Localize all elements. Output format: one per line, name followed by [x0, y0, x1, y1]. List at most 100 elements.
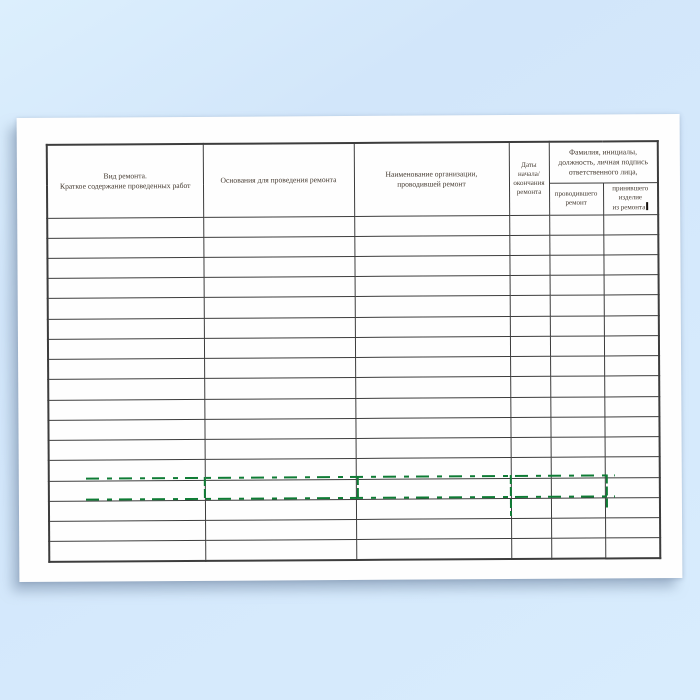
document-page: Вид ремонта. Краткое содержание проведен… [16, 113, 683, 583]
table-cell [550, 497, 606, 519]
table-cell [355, 417, 511, 439]
table-cell [603, 234, 659, 255]
table-cell [204, 377, 356, 399]
table-row [49, 537, 661, 562]
table-cell [510, 457, 551, 479]
table-cell [510, 498, 552, 519]
table-cell [510, 396, 551, 418]
table-cell [47, 338, 205, 360]
table-cell [203, 215, 355, 238]
table-cell [604, 477, 660, 498]
header-line: Фамилия, инициалы, [569, 147, 638, 158]
header-line: из ремонта [606, 202, 656, 212]
table-cell [511, 518, 552, 539]
header-line: начала/ [518, 169, 540, 178]
header-line: ремонт [565, 198, 587, 207]
header-line: окончания [513, 178, 545, 187]
table-cell [354, 215, 510, 237]
table-cell [354, 275, 510, 297]
table-cell [550, 477, 605, 499]
table-cell [550, 356, 605, 377]
header-line: Даты [521, 161, 537, 170]
table-cell [48, 479, 205, 502]
table-cell [47, 277, 204, 299]
table-cell [204, 438, 356, 460]
table-cell [509, 336, 551, 357]
table-cell [355, 397, 511, 419]
table-cell [49, 520, 206, 542]
table-cell [550, 457, 605, 478]
table-cell [47, 318, 204, 340]
table-header: Вид ремонта. Краткое содержание проведен… [46, 141, 659, 218]
header-dates: Даты начала/ окончания ремонта [508, 141, 550, 216]
table-cell [549, 254, 604, 276]
table-cell [549, 275, 604, 296]
table-cell [509, 315, 550, 337]
table-cell [356, 518, 512, 540]
header-organization: Наименование организации, проводившей ре… [353, 142, 510, 216]
table-cell [47, 257, 204, 279]
header-line: Основания для проведения ремонта [220, 175, 337, 185]
table-cell [603, 315, 659, 336]
table-cell [603, 274, 659, 296]
table-cell [49, 540, 206, 562]
table-cell [205, 519, 357, 541]
table-cell [204, 357, 356, 379]
table-cell [605, 537, 661, 559]
header-line: должность, личная подпись [558, 157, 648, 167]
table-cell [203, 276, 355, 298]
table-cell [604, 355, 660, 377]
table-cell [203, 317, 355, 339]
table-cell [354, 295, 510, 318]
table-cell [603, 214, 659, 235]
table-cell [603, 295, 659, 316]
table-cell [604, 497, 661, 518]
table-cell [204, 458, 356, 480]
table-cell [549, 315, 604, 337]
table-cell [203, 256, 355, 278]
table-cell [604, 396, 660, 417]
table-cell [604, 375, 660, 397]
table-cell [48, 358, 205, 380]
table-cell [549, 295, 604, 316]
table-cell [510, 417, 551, 438]
table-cell [355, 498, 512, 520]
table-cell [550, 437, 605, 458]
header-line: изделие [618, 193, 643, 202]
text-caret [646, 202, 649, 211]
table-cell [355, 478, 511, 500]
header-repair-performed-by: проводившего ремонт [548, 182, 604, 215]
table-cell [509, 275, 550, 296]
table-cell [48, 439, 205, 461]
table-cell [511, 538, 552, 559]
table-cell [47, 297, 204, 320]
table-cell [355, 437, 511, 459]
table-cell [356, 538, 512, 560]
table-cell [510, 376, 551, 398]
table-cell [204, 398, 356, 420]
table-cell [605, 517, 661, 539]
table-cell [604, 456, 660, 478]
table-cell [603, 335, 660, 357]
table-cell [550, 416, 605, 438]
table-cell [203, 337, 356, 359]
table-cell [204, 418, 356, 440]
table-body [47, 214, 661, 562]
table-cell [47, 237, 204, 259]
table-cell [354, 336, 511, 358]
table-cell [509, 255, 550, 276]
table-cell [48, 398, 205, 421]
repair-log-table: Вид ремонта. Краткое содержание проведен… [45, 140, 662, 563]
table-cell [603, 254, 659, 276]
table-cell [48, 419, 205, 441]
header-line: Краткое содержание проведенных работ [59, 180, 191, 191]
header-line: ремонта [516, 187, 542, 196]
table-cell [550, 396, 605, 418]
table-cell [354, 316, 510, 338]
table-cell [203, 236, 355, 258]
table-cell [509, 235, 550, 256]
table-cell [355, 376, 511, 399]
header-line: ответственного лица, [568, 166, 638, 177]
table-cell [509, 214, 550, 236]
